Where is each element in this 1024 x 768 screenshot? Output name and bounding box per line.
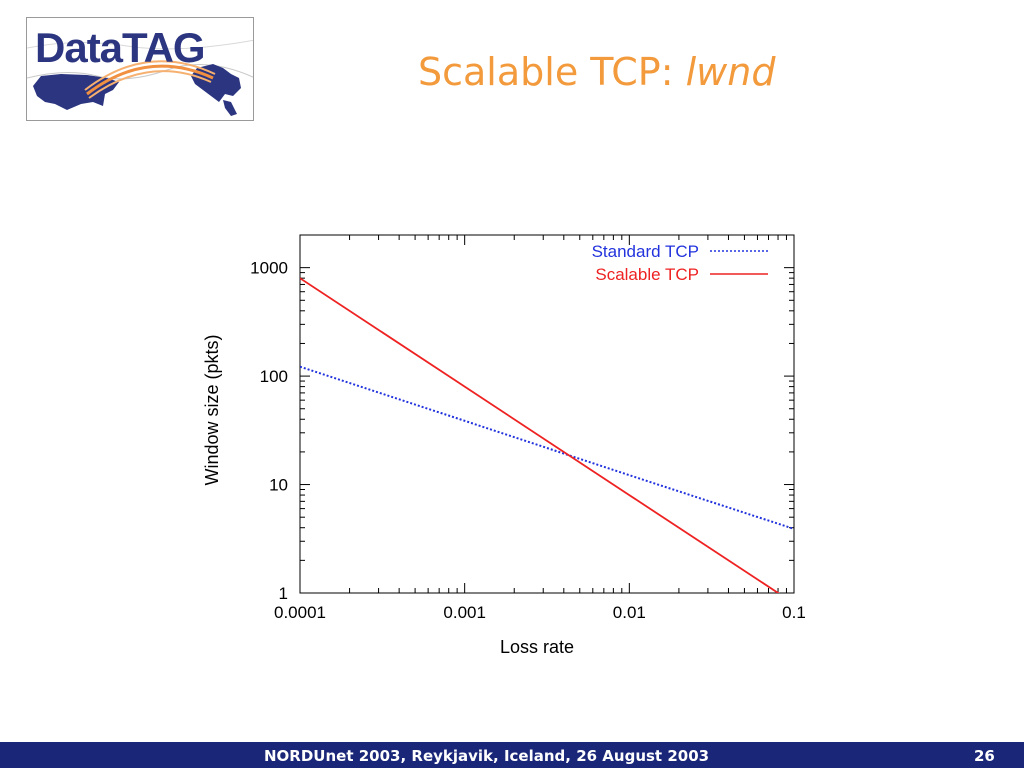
x-tick-label: 0.001 bbox=[443, 603, 486, 622]
legend-label-scalable-tcp: Scalable TCP bbox=[595, 265, 699, 284]
footer-text: NORDUnet 2003, Reykjavik, Iceland, 26 Au… bbox=[264, 747, 710, 765]
series-line-standard-tcp bbox=[300, 365, 794, 530]
x-tick-label: 0.0001 bbox=[274, 603, 326, 622]
x-axis-label: Loss rate bbox=[500, 637, 574, 657]
series-line-scalable-tcp bbox=[300, 277, 780, 593]
x-tick-label: 0.01 bbox=[613, 603, 646, 622]
slide-title: Scalable TCP: lwnd bbox=[418, 50, 775, 94]
svg-text:DataTAG: DataTAG bbox=[35, 24, 205, 71]
y-tick-label: 100 bbox=[260, 367, 288, 386]
x-tick-label: 0.1 bbox=[782, 603, 806, 622]
y-tick-label: 1 bbox=[279, 584, 288, 603]
y-tick-label: 10 bbox=[269, 476, 288, 495]
slide-title-main: Scalable TCP: bbox=[418, 50, 686, 94]
datatag-logo: DataTAG bbox=[26, 17, 254, 121]
y-axis-label: Window size (pkts) bbox=[202, 334, 222, 485]
footer-bar: NORDUnet 2003, Reykjavik, Iceland, 26 Au… bbox=[0, 742, 1024, 768]
slide-title-italic: lwnd bbox=[685, 50, 776, 94]
datatag-logo-graphic: DataTAG bbox=[27, 24, 253, 116]
y-tick-label: 1000 bbox=[250, 259, 288, 278]
legend-label-standard-tcp: Standard TCP bbox=[592, 242, 699, 261]
window-size-chart: 0.0001 0.001 0.01 0.1 1 10 100 1000 Loss rate Win… bbox=[202, 234, 806, 657]
plot-frame bbox=[299, 234, 795, 594]
page-number: 26 bbox=[974, 747, 995, 765]
